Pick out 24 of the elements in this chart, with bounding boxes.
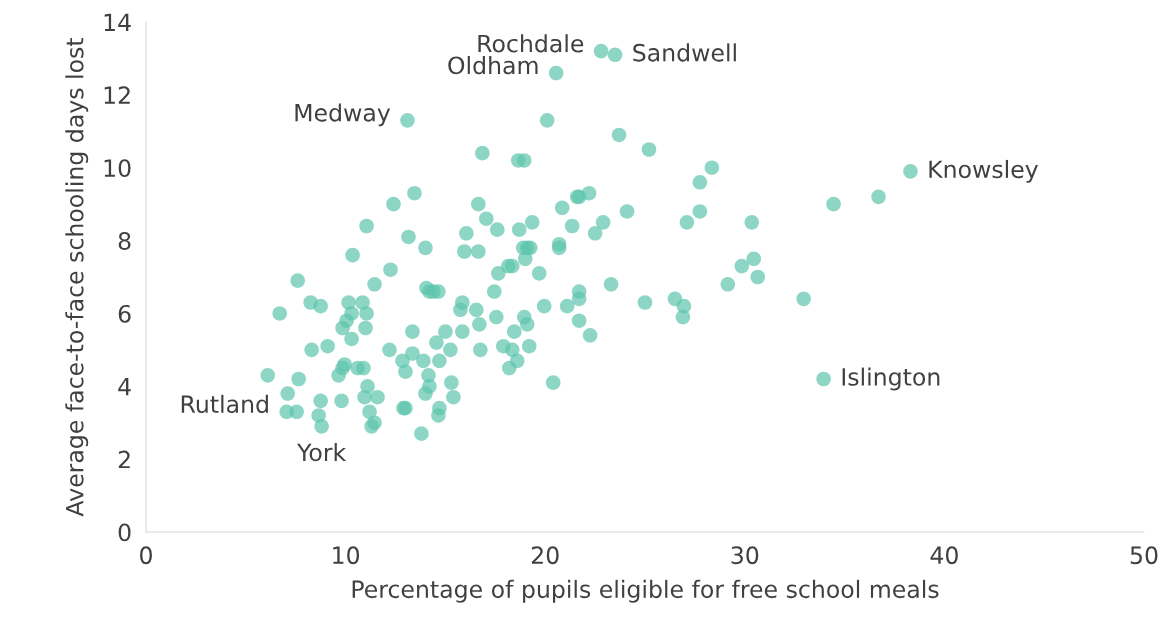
y-tick-label: 10 (104, 159, 131, 178)
annotation: Rochdale (478, 34, 584, 53)
x-tick-label: 40 (930, 546, 958, 565)
y-tick-label: 4 (118, 378, 131, 396)
annotation: Oldham (448, 56, 538, 75)
y-tick-label: 14 (104, 13, 131, 31)
y-tick-label: 12 (104, 86, 130, 104)
y-axis-title: Average face-to-face schooling days lost (65, 37, 89, 517)
annotation: Medway (295, 103, 391, 127)
annotation: Islington (842, 367, 940, 391)
annotation: Knowsley (929, 159, 1038, 183)
x-tick-label: 20 (531, 546, 559, 565)
y-tick-label: 8 (118, 232, 131, 250)
x-tick-label: 10 (333, 546, 360, 565)
y-tick-label: 2 (118, 450, 130, 469)
x-tick-label: 30 (731, 546, 759, 565)
x-tick-label: 50 (1130, 546, 1158, 565)
y-tick-label: 0 (118, 523, 131, 542)
x-tick-label: 0 (140, 546, 152, 565)
annotation: York (297, 443, 347, 462)
y-tick-label: 6 (118, 304, 131, 323)
annotation: Sandwell (633, 43, 736, 62)
annotation: Rutland (181, 394, 268, 414)
x-axis-title: Percentage of pupils eligible for free school meals (352, 579, 939, 603)
